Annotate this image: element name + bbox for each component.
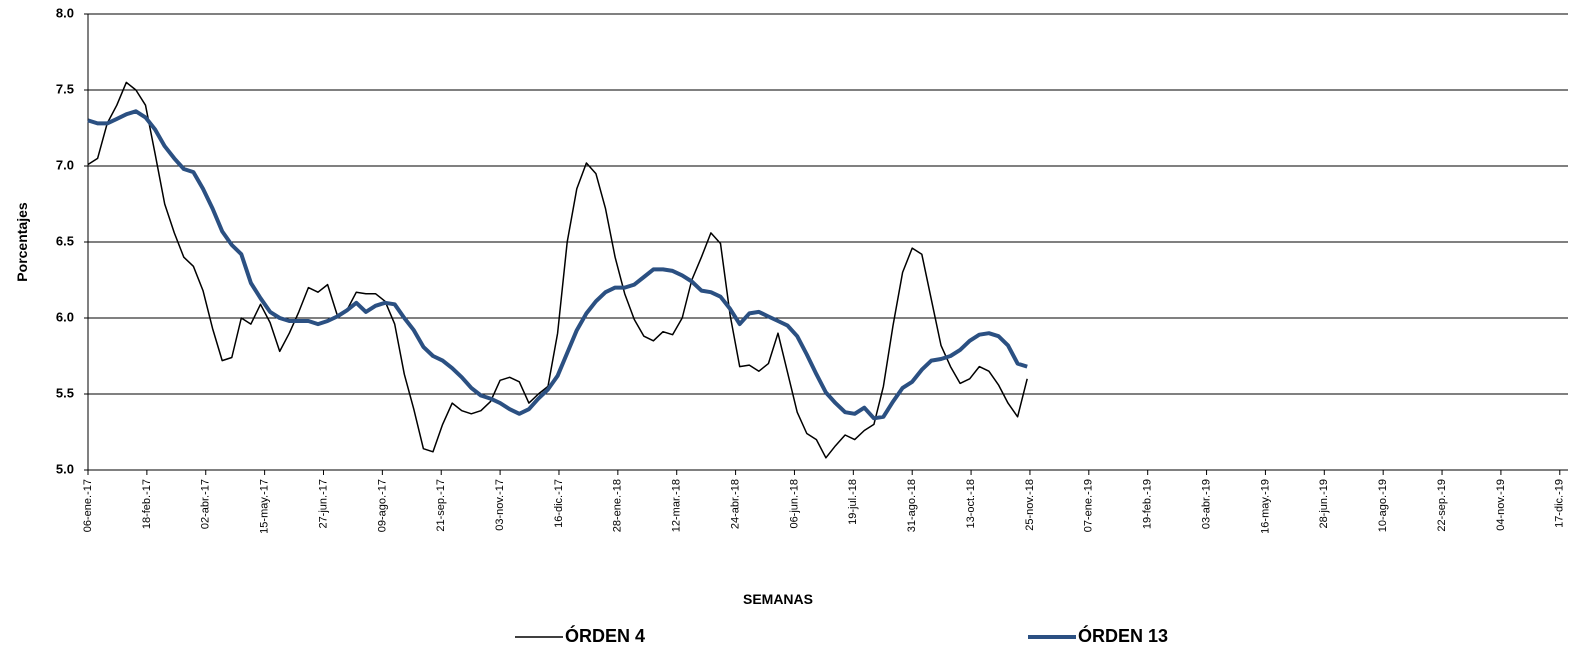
x-tick-label: 19-jul.-18 xyxy=(847,479,859,525)
y-tick-label: 5.0 xyxy=(56,461,74,476)
x-tick-label: 03-abr.-19 xyxy=(1200,479,1212,529)
x-tick-label: 04-nov.-19 xyxy=(1495,479,1507,531)
x-tick-label: 24-abr.-18 xyxy=(729,479,741,529)
y-tick-label: 6.5 xyxy=(56,233,74,248)
x-tick-label: 12-mar.-18 xyxy=(671,479,683,532)
x-tick-label: 28-ene.-18 xyxy=(612,479,624,532)
x-tick-label: 03-nov.-17 xyxy=(494,479,506,531)
x-tick-label: 06-jun.-18 xyxy=(788,479,800,529)
x-tick-label: 22-sep.-19 xyxy=(1436,479,1448,532)
x-tick-label: 16-may.-19 xyxy=(1259,479,1271,534)
x-tick-label: 27-jun.-17 xyxy=(317,479,329,529)
y-axis-label: Porcentajes xyxy=(14,202,30,282)
x-tick-label: 02-abr.-17 xyxy=(200,479,212,529)
x-tick-label: 21-sep.-17 xyxy=(435,479,447,532)
x-tick-label: 13-oct.-18 xyxy=(965,479,977,529)
x-tick-label: 15-may.-17 xyxy=(259,479,271,534)
x-tick-label: 19-feb.-19 xyxy=(1142,479,1154,529)
x-tick-label: 07-ene.-19 xyxy=(1083,479,1095,532)
x-tick-label: 17-dic.-19 xyxy=(1554,479,1566,528)
x-tick-label: 10-ago.-19 xyxy=(1377,479,1389,532)
y-tick-label: 7.5 xyxy=(56,81,74,96)
x-tick-label: 06-ene.-17 xyxy=(82,479,94,532)
legend-label: ÓRDEN 4 xyxy=(565,625,645,646)
x-tick-label: 09-ago.-17 xyxy=(376,479,388,532)
y-tick-label: 6.0 xyxy=(56,309,74,324)
legend-label: ÓRDEN 13 xyxy=(1078,625,1168,646)
x-tick-label: 25-nov.-18 xyxy=(1024,479,1036,531)
x-axis-label: SEMANAS xyxy=(743,591,813,607)
y-tick-label: 7.0 xyxy=(56,157,74,172)
series-line xyxy=(87,81,1028,459)
x-tick-label: 28-jun.-19 xyxy=(1318,479,1330,529)
x-tick-label: 18-feb.-17 xyxy=(141,479,153,529)
x-tick-label: 31-ago.-18 xyxy=(906,479,918,532)
y-tick-label: 5.5 xyxy=(56,385,74,400)
y-tick-label: 8.0 xyxy=(56,5,74,20)
x-tick-label: 16-dic.-17 xyxy=(553,479,565,528)
series-line xyxy=(87,109,1028,421)
